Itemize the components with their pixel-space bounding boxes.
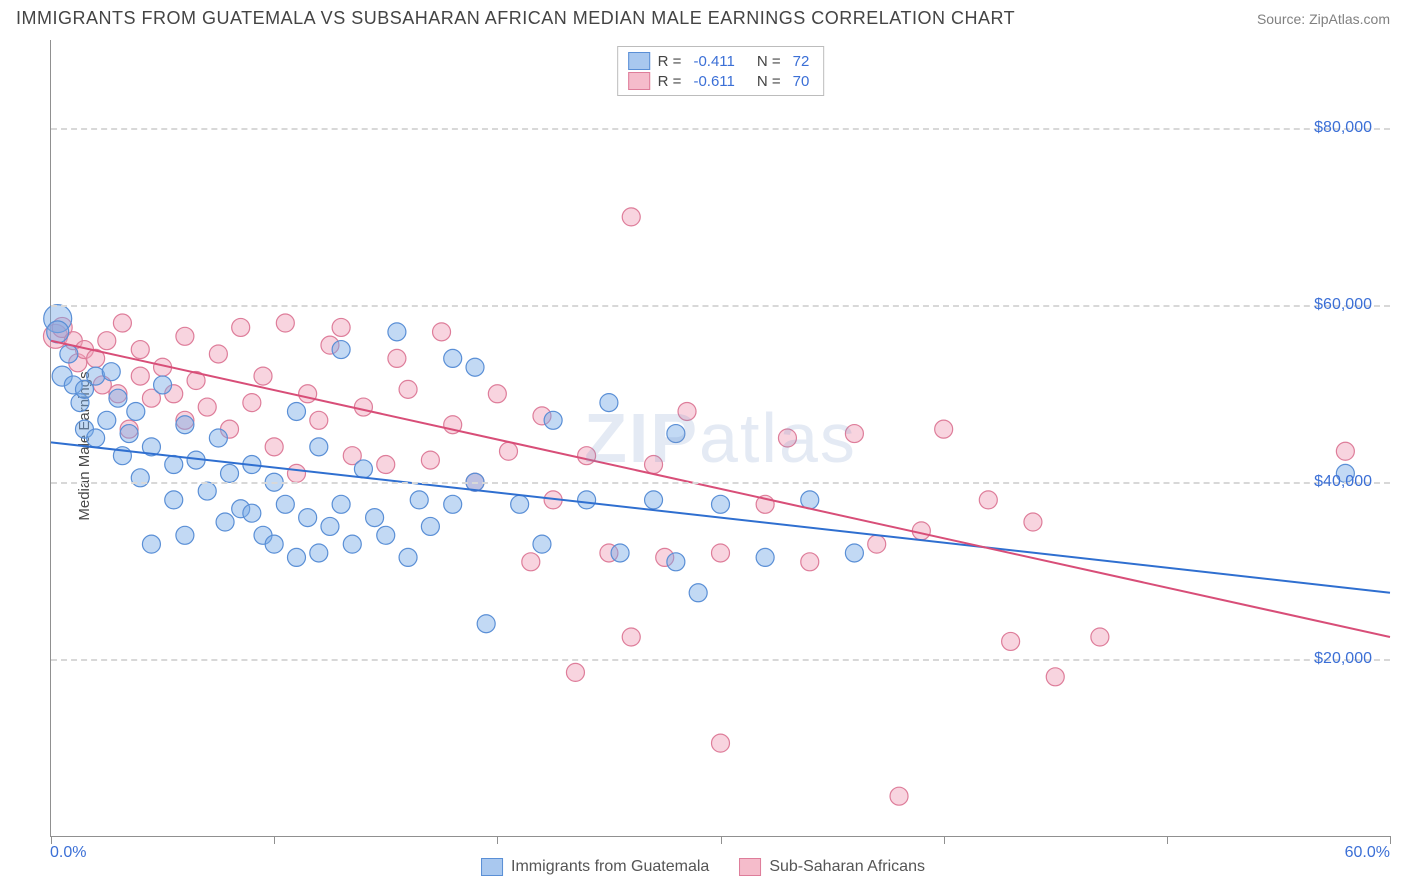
- legend-label: Immigrants from Guatemala: [511, 858, 709, 876]
- chart-title: IMMIGRANTS FROM GUATEMALA VS SUBSAHARAN …: [16, 8, 1015, 29]
- y-tick-label: $20,000: [1314, 650, 1372, 668]
- y-tick-label: $80,000: [1314, 119, 1372, 137]
- x-tick-max: 60.0%: [1345, 844, 1390, 862]
- swatch-pink: [628, 72, 650, 90]
- y-tick-label: $60,000: [1314, 296, 1372, 314]
- n-label: N =: [757, 73, 781, 90]
- series-legend: Immigrants from Guatemala Sub-Saharan Af…: [481, 858, 925, 876]
- y-tick-label: $40,000: [1314, 473, 1372, 491]
- legend-item-subsaharan: Sub-Saharan Africans: [739, 858, 925, 876]
- chart-plot-area: ZIPatlas R = -0.411 N = 72 R = -0.611 N …: [50, 40, 1390, 837]
- r-value: -0.611: [693, 73, 734, 90]
- legend-label: Sub-Saharan Africans: [769, 858, 925, 876]
- scatter-svg: [51, 40, 1390, 836]
- legend-row-guatemala: R = -0.411 N = 72: [628, 51, 814, 71]
- correlation-legend: R = -0.411 N = 72 R = -0.611 N = 70: [617, 46, 825, 96]
- legend-item-guatemala: Immigrants from Guatemala: [481, 858, 709, 876]
- swatch-blue: [481, 858, 503, 876]
- n-value: 72: [793, 53, 810, 70]
- source-attribution: Source: ZipAtlas.com: [1257, 11, 1390, 27]
- r-label: R =: [658, 73, 682, 90]
- swatch-blue: [628, 52, 650, 70]
- r-value: -0.411: [693, 53, 734, 70]
- n-label: N =: [757, 53, 781, 70]
- r-label: R =: [658, 53, 682, 70]
- n-value: 70: [793, 73, 810, 90]
- legend-row-subsaharan: R = -0.611 N = 70: [628, 71, 814, 91]
- swatch-pink: [739, 858, 761, 876]
- x-tick-min: 0.0%: [50, 844, 86, 862]
